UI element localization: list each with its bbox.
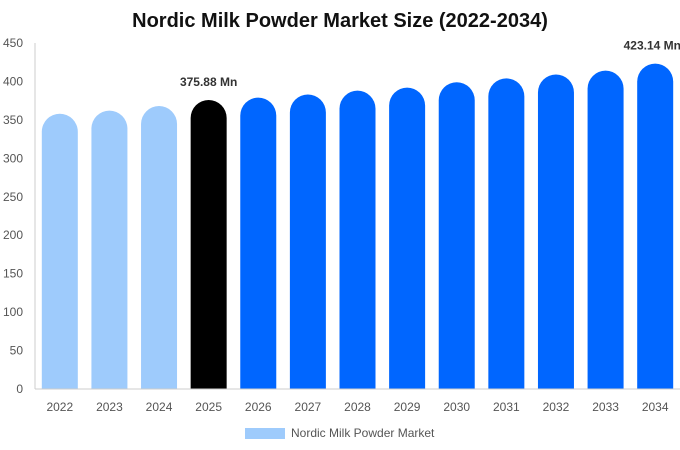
x-tick-label: 2028 <box>344 400 371 414</box>
x-tick-label: 2025 <box>195 400 222 414</box>
bars-group <box>41 63 674 390</box>
y-tick-label: 250 <box>3 190 23 204</box>
chart-title: Nordic Milk Powder Market Size (2022-203… <box>132 10 548 32</box>
y-tick-label: 150 <box>3 267 23 281</box>
y-tick-label: 300 <box>3 151 23 165</box>
bar-2024 <box>141 106 178 390</box>
x-tick-label: 2034 <box>642 400 669 414</box>
x-tick-label: 2027 <box>295 400 322 414</box>
x-tick-label: 2031 <box>493 400 520 414</box>
y-tick-label: 450 <box>3 36 23 50</box>
y-tick-label: 350 <box>3 113 23 127</box>
x-tick-label: 2030 <box>443 400 470 414</box>
bar-2032 <box>537 74 574 389</box>
bar-2033 <box>587 70 624 390</box>
data-labels: 375.88 Mn 423.14 Mn <box>180 39 680 89</box>
x-tick-label: 2023 <box>96 400 123 414</box>
bar-2029 <box>389 87 426 390</box>
bar-2026 <box>240 97 277 389</box>
x-axis: 2022 2023 2024 2025 2026 2027 2028 2029 2030 2031… <box>35 388 680 414</box>
bar-2023 <box>91 110 128 389</box>
bar-2025 <box>190 99 227 389</box>
bar-2028 <box>339 90 376 389</box>
bar-2022 <box>41 113 78 389</box>
bar-2027 <box>289 94 326 389</box>
x-tick-label: 2029 <box>394 400 421 414</box>
x-tick-label: 2032 <box>543 400 570 414</box>
data-label: 375.88 Mn <box>180 75 237 89</box>
bar-2034 <box>637 63 674 390</box>
x-tick-label: 2033 <box>592 400 619 414</box>
legend: Nordic Milk Powder Market <box>245 426 435 440</box>
x-tick-label: 2024 <box>146 400 173 414</box>
y-tick-label: 100 <box>3 305 23 319</box>
x-tick-label: 2026 <box>245 400 272 414</box>
y-tick-label: 50 <box>10 344 24 358</box>
y-tick-label: 400 <box>3 74 23 88</box>
bar-2031 <box>488 78 525 390</box>
x-tick-label: 2022 <box>46 400 73 414</box>
data-label: 423.14 Mn <box>624 39 680 53</box>
legend-label: Nordic Milk Powder Market <box>291 426 435 440</box>
legend-swatch <box>245 428 285 439</box>
y-tick-label: 200 <box>3 228 23 242</box>
y-tick-label: 0 <box>16 382 23 396</box>
bar-2030 <box>438 82 475 390</box>
y-axis: 0 50 100 150 200 250 300 350 400 450 <box>3 36 36 396</box>
